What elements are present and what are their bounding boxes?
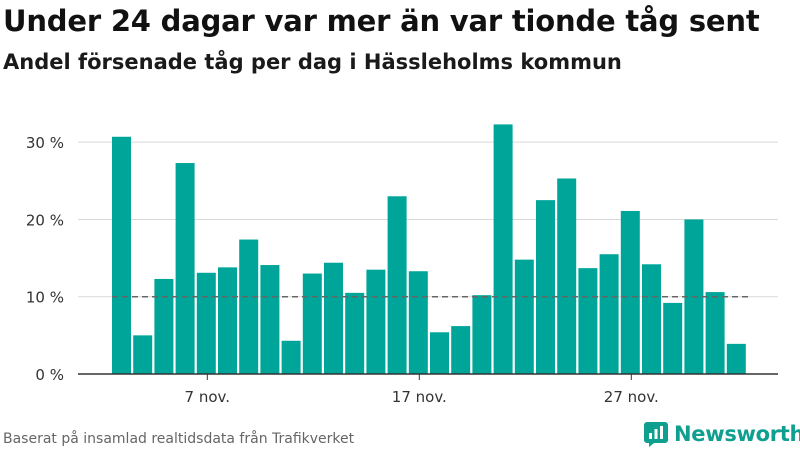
y-tick-label: 20 % [26,211,64,229]
bar [451,326,471,374]
bar [726,343,746,374]
bar [493,124,513,374]
y-tick-label: 0 % [35,366,64,384]
bar [387,196,407,374]
bar [133,335,153,374]
y-tick-label: 10 % [26,289,64,307]
bar [175,163,195,374]
bar [705,292,725,374]
brand-logo: Newsworthy [644,420,800,448]
bar [154,278,174,374]
bar [536,200,555,374]
bar [260,265,280,374]
bar [642,264,661,374]
x-tick-label: 27 nov. [604,388,659,406]
y-axis-labels: 0 % 10 % 20 % 30 % [26,134,64,384]
bar [281,340,301,374]
bar [366,269,386,374]
source-note: Baserat på insamlad realtidsdata från Tr… [3,431,355,447]
bar [324,262,343,374]
bar [239,239,259,374]
bar [599,254,619,374]
bar [578,268,598,374]
bar [112,136,131,374]
x-tick-label: 7 nov. [185,388,230,406]
bar [196,272,216,374]
bar [218,267,237,374]
bars [112,124,746,374]
brand-name: Newsworthy [674,422,800,446]
bar [663,302,683,374]
bar [557,178,577,374]
bar [430,332,449,374]
bar [620,210,640,374]
bar [302,273,322,374]
newsworthy-logo-icon [644,422,668,447]
chart-title: Under 24 dagar var mer än var tionde tåg… [3,4,760,38]
y-tick-label: 30 % [26,134,64,152]
chart-subtitle: Andel försenade tåg per dag i Hässleholm… [3,50,622,74]
x-tick-label: 17 nov. [392,388,447,406]
bar [408,271,428,374]
x-axis-ticks: 7 nov. 17 nov. 27 nov. [185,374,659,406]
bar [514,259,534,374]
bar [472,295,492,374]
bar [345,292,365,374]
